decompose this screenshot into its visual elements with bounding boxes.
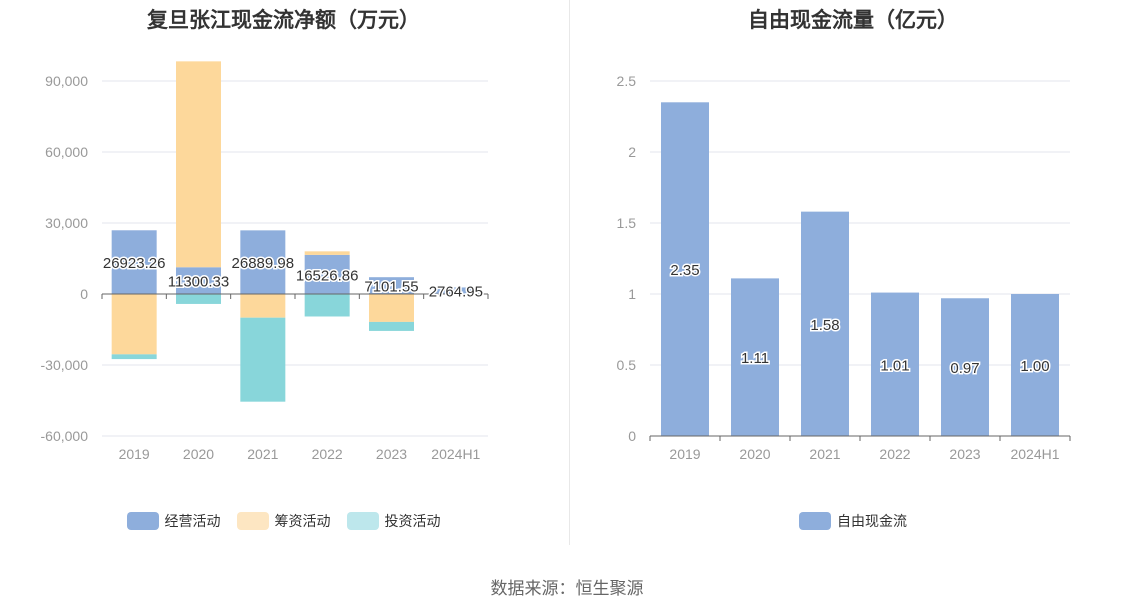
bar [433,287,479,294]
bar [111,354,157,360]
data-label: 7101.55 [364,279,418,296]
legend-item-free-cash-flow[interactable]: 自由现金流 [799,511,907,531]
bar [111,294,157,355]
legend-item-investing[interactable]: 投资活动 [346,511,441,531]
y-tick-label: 60,000 [45,144,88,160]
bar [941,298,989,436]
bar [661,102,709,437]
data-label: 26923.26 [103,255,166,272]
data-label: 11300.33 [168,274,229,291]
y-tick-label: 30,000 [45,215,88,231]
bar [176,61,221,268]
x-tick-label: 2024H1 [1010,446,1059,462]
legend-label: 经营活动 [164,513,221,529]
free-cash-flow-chart-title: 自由现金流量（亿元） [748,9,958,32]
free-cash-flow-chart-svg: 2.5 2 1.5 1 0.5 0 2019 2020 2021 2022 2023 2024H1 2.… [617,73,1071,462]
y-tick-label: 0 [628,428,636,444]
x-tick-label: 2023 [376,446,407,462]
legend-swatch [126,512,159,530]
bar [176,267,221,294]
cash-flow-chart-panel: 复旦张江现金流净额（万元） 90,000 60,000 30,000 0 -30,000… [0,0,567,545]
bar [240,294,286,318]
x-tick-label: 2020 [183,446,214,462]
bar [731,278,779,436]
y-tick-label: 1 [628,286,636,302]
bar [304,254,350,294]
free-cash-flow-chart-panel: 自由现金流量（亿元） 2.5 2 1.5 1 0.5 0 2019 2020 2021 2022 2… [572,0,1134,545]
legend-swatch [346,512,379,530]
x-tick-label: 2023 [949,446,980,462]
cash-flow-chart-svg: 90,000 60,000 30,000 0 -30,000 -60,000 2019 202… [41,61,489,462]
legend-label: 筹资活动 [274,513,331,529]
bar [240,317,286,402]
legend-swatch [799,512,831,530]
bar [369,294,414,322]
legend-label: 自由现金流 [837,513,907,529]
legend-swatch [236,512,269,530]
y-tick-label: 2 [628,144,636,160]
data-label: 1.00 [1020,358,1049,375]
cash-flow-chart-title: 复旦张江现金流净额（万元） [147,9,420,32]
y-tick-label: 0.5 [617,357,637,373]
legend-label: 投资活动 [384,513,441,529]
data-label: 0.97 [950,360,979,377]
data-label: 1.11 [741,350,769,367]
bar [176,294,221,304]
data-label: 2764.95 [429,284,483,301]
x-tick-label: 2019 [119,446,150,462]
x-tick-label: 2024H1 [431,446,480,462]
data-label: 2.35 [670,262,699,279]
bar [304,251,350,255]
y-tick-label: -60,000 [41,428,89,444]
x-tick-label: 2019 [669,446,700,462]
x-tick-label: 2022 [879,446,910,462]
bar [871,292,919,436]
cash-flow-legend: 经营活动 筹资活动 投资活动 [0,511,567,531]
bar [369,277,414,294]
data-label: 26889.98 [232,255,295,272]
y-tick-label: 0 [80,286,88,302]
data-label: 1.58 [810,317,839,334]
bar [801,211,849,436]
y-tick-label: 1.5 [617,215,637,231]
bar [111,230,157,294]
x-tick-label: 2020 [739,446,770,462]
y-tick-label: 2.5 [617,73,637,89]
y-tick-label: 90,000 [45,73,88,89]
bar [1011,294,1059,436]
free-cash-flow-legend: 自由现金流 [572,511,1134,531]
x-tick-label: 2021 [809,446,840,462]
data-label: 1.01 [880,357,909,374]
legend-item-operating[interactable]: 经营活动 [126,511,221,531]
bar [240,230,286,294]
bar [304,294,350,317]
x-tick-label: 2021 [247,446,278,462]
data-source-note: 数据来源：恒生聚源 [490,579,644,598]
legend-item-financing[interactable]: 筹资活动 [236,511,331,531]
y-tick-label: -30,000 [41,357,89,373]
x-tick-label: 2022 [312,446,343,462]
data-label: 16526.86 [296,267,359,284]
panel-divider [569,0,570,545]
bar [369,321,414,331]
